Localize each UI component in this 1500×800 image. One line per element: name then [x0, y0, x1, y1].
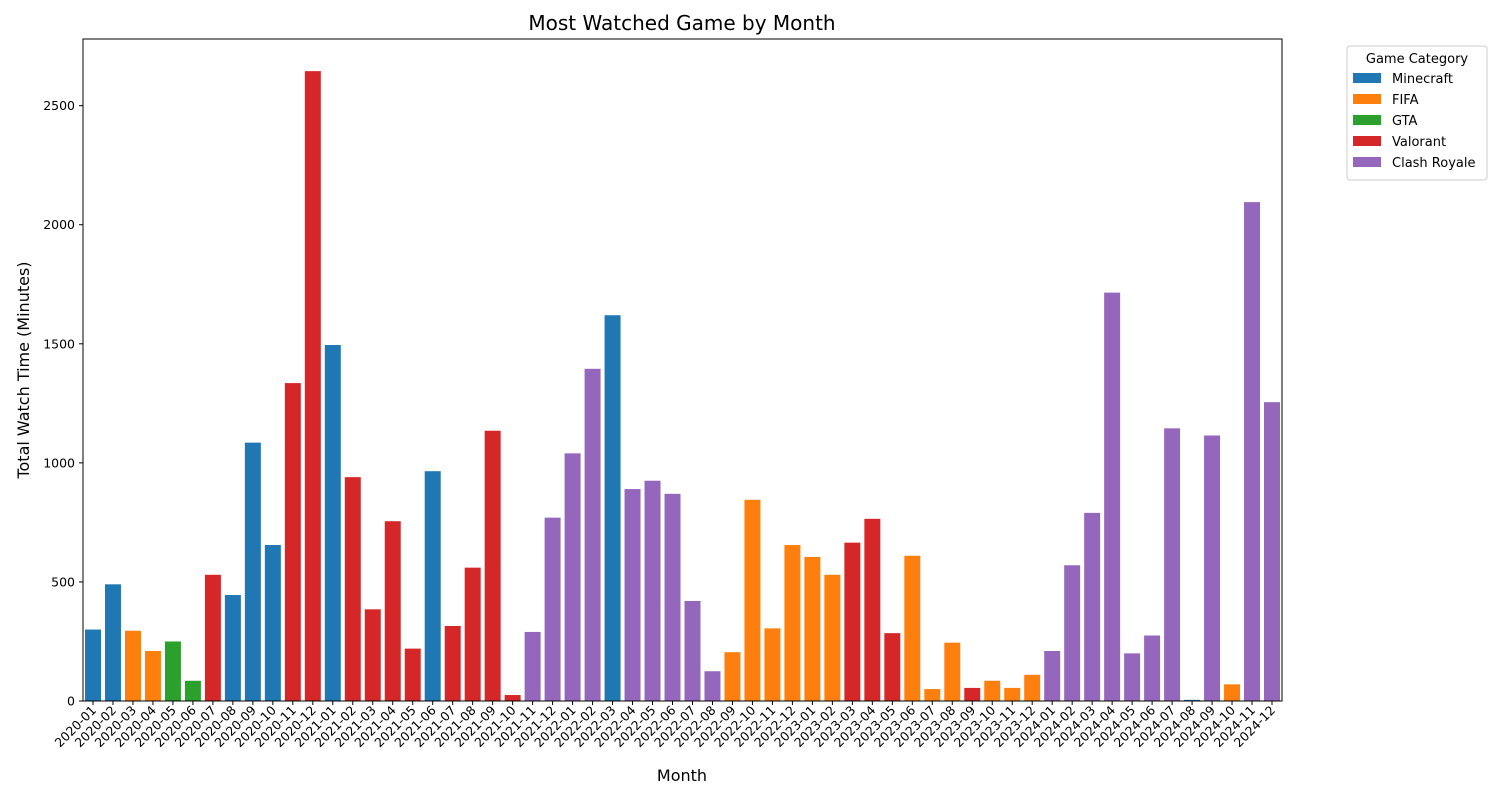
bar-2021-12	[544, 517, 561, 701]
bar-2020-01	[84, 629, 101, 701]
bar-2022-11	[764, 628, 781, 701]
y-tick-label: 2500	[43, 98, 75, 113]
bar-2022-07	[684, 600, 701, 701]
y-axis: 0 500 1000 1500 2000 2500	[43, 98, 83, 709]
bar-2022-08	[704, 671, 721, 701]
chart-title: Most Watched Game by Month	[528, 11, 835, 35]
legend-label: GTA	[1392, 114, 1418, 129]
bar-2022-03	[604, 315, 621, 701]
bar-2023-07	[924, 689, 941, 701]
bar-2022-10	[744, 499, 761, 701]
legend-swatch	[1353, 136, 1381, 146]
legend-swatch	[1353, 157, 1381, 167]
legend-box	[1346, 45, 1488, 181]
legend-label: Valorant	[1392, 135, 1446, 150]
legend-swatch	[1353, 73, 1381, 83]
bar-2021-10	[504, 695, 521, 701]
bar-2024-11	[1244, 202, 1261, 701]
bar-2020-06	[184, 680, 201, 701]
bar-2021-09	[484, 430, 501, 701]
y-tick-label: 1000	[43, 455, 75, 470]
bar-2021-05	[404, 648, 421, 701]
bar-2024-09	[1204, 435, 1221, 701]
bar-2024-10	[1224, 684, 1241, 701]
legend-swatch	[1353, 94, 1381, 104]
bar-2024-05	[1124, 653, 1141, 701]
bar-2020-07	[204, 574, 221, 701]
bar-2024-12	[1264, 402, 1281, 701]
bar-2024-08	[1184, 699, 1201, 701]
bar-2021-06	[424, 471, 441, 701]
bar-2020-08	[224, 595, 241, 701]
bar-2023-05	[884, 633, 901, 701]
bar-2024-04	[1104, 292, 1121, 701]
bar-2021-02	[344, 477, 361, 701]
bar-2022-05	[644, 480, 661, 701]
bar-2024-07	[1164, 428, 1181, 701]
bar-2022-02	[584, 368, 601, 701]
legend-title: Game Category	[1366, 52, 1469, 67]
plot-frame	[82, 38, 1283, 702]
bar-2022-12	[784, 545, 801, 701]
bar-2023-06	[904, 555, 921, 701]
bar-2023-08	[944, 642, 961, 701]
x-axis: 2020-012020-022020-032020-042020-052020-…	[52, 701, 1278, 750]
bar-2023-10	[984, 680, 1001, 701]
bar-2023-11	[1004, 687, 1021, 701]
bar-2023-04	[864, 518, 881, 701]
bar-2023-01	[804, 556, 821, 701]
y-tick-label: 1500	[43, 336, 75, 351]
bar-2020-11	[284, 383, 301, 701]
y-tick-label: 2000	[43, 217, 75, 232]
bar-2024-06	[1144, 635, 1161, 701]
bar-2024-02	[1064, 565, 1081, 701]
x-axis-title: Month	[657, 766, 707, 785]
bar-2020-12	[304, 71, 321, 702]
bar-2022-01	[564, 453, 581, 701]
bar-2024-01	[1044, 650, 1061, 701]
bar-2022-06	[664, 493, 681, 701]
bar-2021-01	[324, 344, 341, 701]
bar-2020-03	[124, 630, 141, 701]
legend-label: Clash Royale	[1392, 156, 1475, 171]
bar-2023-02	[824, 574, 841, 701]
bar-2021-08	[464, 567, 481, 701]
bar-2021-04	[384, 521, 401, 701]
bar-2020-04	[144, 650, 161, 701]
bar-2024-03	[1084, 512, 1101, 701]
legend-label: FIFA	[1392, 93, 1419, 108]
bar-2021-11	[524, 631, 541, 701]
bar-2020-10	[264, 545, 281, 701]
bar-2023-12	[1024, 674, 1041, 701]
y-tick-label: 500	[51, 574, 75, 589]
bar-2021-03	[364, 609, 381, 701]
bar-2022-04	[624, 489, 641, 701]
legend-label: Minecraft	[1392, 72, 1453, 87]
legend: Game Category Minecraft FIFA GTA Valorant Cla…	[1346, 45, 1488, 181]
bar-2023-03	[844, 542, 861, 701]
y-axis-title: Total Watch Time (Minutes)	[14, 261, 33, 479]
legend-swatch	[1353, 115, 1381, 125]
y-tick-label: 0	[67, 694, 75, 709]
bar-2020-09	[244, 442, 261, 701]
bar-2020-05	[164, 641, 181, 701]
bar-2020-02	[104, 584, 121, 701]
bars-group	[84, 71, 1281, 702]
bar-2021-07	[444, 625, 461, 701]
bar-2022-09	[724, 652, 741, 701]
bar-2023-09	[964, 687, 981, 701]
